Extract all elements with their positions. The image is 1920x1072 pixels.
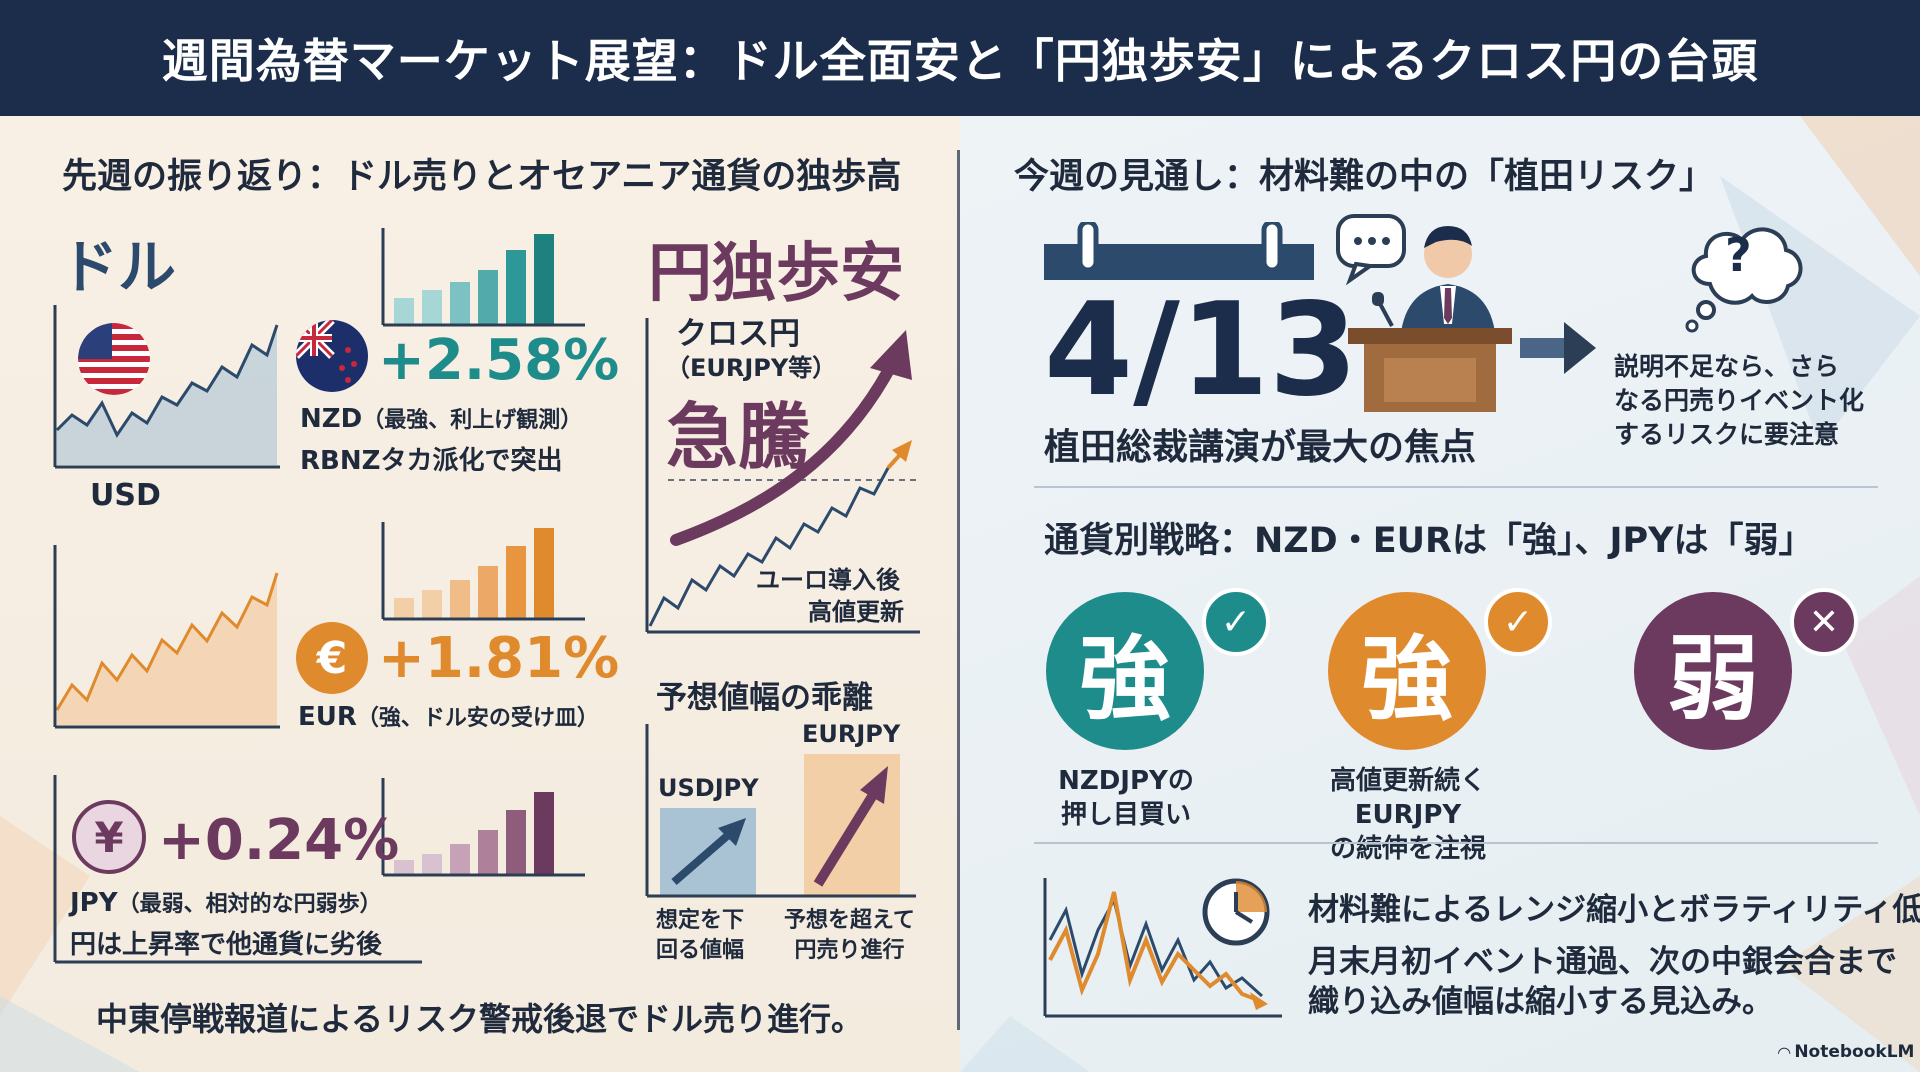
warning-text: 説明不足なら、さら なる円売りイベント化 するリスクに要注意 [1614,350,1864,452]
euro-icon: € [296,622,368,694]
eur-bar-chart [381,522,585,621]
yen-icon: ¥ [72,800,146,874]
question-mark: ? [1725,228,1752,282]
eurjpy-cap1: 予想を超えて [784,908,915,933]
jpy-note2: 円は上昇率で他通貨に劣後 [70,930,383,960]
surge-label: 急騰 [666,395,811,479]
volatility-line3: 織り込み値幅は縮小する見込み。 [1308,984,1773,1020]
eur-strategy-line1: 高値更新続くEURJPY [1329,766,1486,830]
jpy-note1: （最弱、相対的な円弱歩） [117,892,382,917]
calendar-icon [1044,222,1314,280]
eurjpy-caption: 予想を超えて 円売り進行 [784,906,915,966]
cross-yen-sub: （EURJPY等） [666,354,837,382]
eur-note1: （強、ドル安の受け皿） [356,706,599,731]
check-icon: ✓ [1484,588,1552,656]
nzd-note: NZD（最強、利上げ観測） [300,402,582,434]
eur-code: EUR [298,702,357,732]
eur-strategy-line2: の続伸を注視 [1329,834,1486,864]
jpy-code: JPY [70,888,118,918]
left-summary: 中東停戦報道によるリスク警戒後退でドル売り進行。 [96,1000,864,1038]
speaker-podium-icon [1336,214,1512,412]
usd-label: USD [90,478,161,513]
us-flag-icon [78,323,150,395]
eur-strategy-caption: 高値更新続くEURJPY の続伸を注視 [1278,764,1538,866]
volatility-line1: 材料難によるレンジ縮小とボラティリティ低下 [1308,892,1920,928]
usdjpy-cap2: 回る値幅 [656,938,745,963]
credit: ◠ NotebookLM [1778,1042,1914,1062]
usdjpy-caption: 想定を下 回る値幅 [656,906,744,966]
usdjpy-label: USDJPY [658,774,759,802]
eur-line-chart [53,545,280,729]
jpy-percent: +0.24% [158,808,400,873]
event-date: 4/13 [1044,276,1358,425]
dollar-label: ドル [60,233,177,301]
separator-1 [1034,486,1878,488]
left-section-title: 先週の振り返り：ドル売りとオセアニア通貨の独歩高 [62,157,902,197]
eur-percent: +1.81% [378,626,620,691]
yen-weak-title: 円独歩安 [648,237,904,311]
jpy-weak-badge: 弱 [1634,592,1792,750]
credit-label: NotebookLM [1794,1042,1915,1062]
range-gap-chart [645,724,916,898]
cross-icon: ✕ [1790,588,1858,656]
nzd-bar-chart [381,228,585,327]
range-gap-title: 予想値幅の乖離 [656,680,873,716]
yen-symbol: ¥ [94,812,124,862]
cross-yen-label: クロス円 [676,316,800,352]
nzd-strategy-line1: NZDJPYの [1058,766,1194,796]
eur-strong-badge: 強 [1328,592,1486,750]
page-title: 週間為替マーケット展望：ドル全面安と「円独歩安」によるクロス円の台頭 [161,34,1759,88]
notebook-icon: ◠ [1778,1042,1791,1062]
jpy-bar-chart [381,778,585,877]
usd-line-chart [53,305,280,469]
check-icon: ✓ [1202,588,1270,656]
nzd-strategy-caption: NZDJPYの 押し目買い [1010,764,1242,832]
panel-divider [957,150,960,1030]
warning-line3: するリスクに要注意 [1614,420,1840,449]
usdjpy-cap1: 想定を下 [656,908,745,933]
right-section-title: 今週の見通し：材料難の中の「植田リスク」 [1014,157,1715,197]
nzd-strategy-line2: 押し目買い [1060,800,1191,830]
arrow-right-icon [1520,322,1596,374]
cross-yen-chart [645,318,920,634]
eurjpy-cap2: 円売り進行 [794,938,905,963]
volatility-line2: 月末月初イベント通過、次の中銀会合まで [1308,944,1897,980]
nzd-note2: RBNZタカ派化で突出 [300,446,563,476]
jpy-frame [53,775,422,964]
warning-line2: なる円売りイベント化 [1614,386,1865,415]
background-shapes [0,116,1920,1072]
eurjpy-label: EURJPY [802,720,901,748]
euro-symbol: € [316,632,348,684]
jpy-note: JPY（最弱、相対的な円弱歩） [70,886,382,918]
eur-note: EUR（強、ドル安の受け皿） [298,700,599,732]
separator-2 [1034,842,1878,844]
nzd-percent: +2.58% [378,328,620,393]
euro-high-note1: ユーロ導入後 [756,566,900,594]
euro-high-note2: 高値更新 [808,598,904,626]
strategy-title: 通貨別戦略：NZD・EURは「強」、JPYは「弱」 [1044,521,1814,561]
clock-icon [1202,878,1270,946]
warning-line1: 説明不足なら、さら [1614,352,1840,381]
nzd-strong-badge: 強 [1046,592,1204,750]
thought-bubble-icon [1685,227,1803,333]
nzd-note1: （最強、利上げ観測） [362,408,583,433]
nzd-code: NZD [300,404,363,434]
nz-flag-icon [296,320,368,392]
volatility-chart [1043,878,1282,1018]
event-focus: 植田総裁講演が最大の焦点 [1044,427,1477,468]
header-bar: 週間為替マーケット展望：ドル全面安と「円独歩安」によるクロス円の台頭 [0,0,1920,116]
